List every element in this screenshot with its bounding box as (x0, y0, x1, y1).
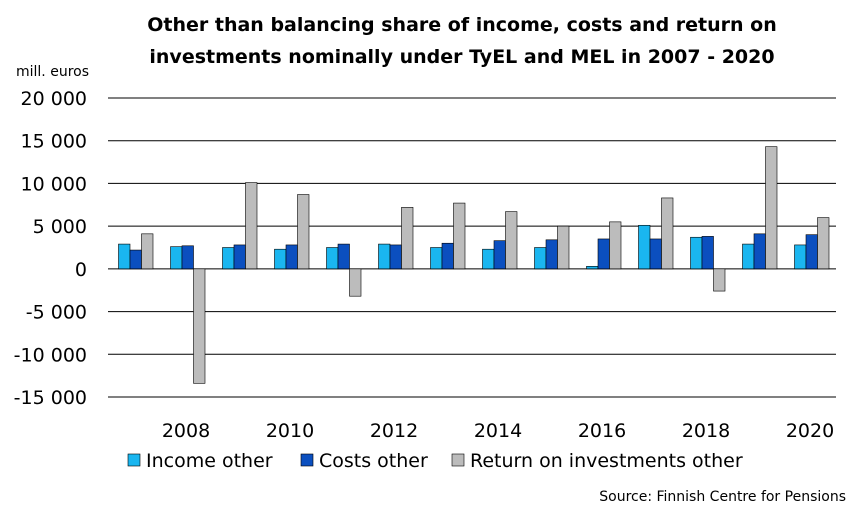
chart-title-line-1: Other than balancing share of income, co… (147, 14, 777, 36)
bar-costs-other-2014 (493, 240, 506, 270)
bar-return-on-investments-other-2007 (141, 233, 154, 270)
x-tick-label: 2014 (474, 420, 522, 442)
bar-costs-other-2020 (805, 234, 818, 270)
bar-income-other-2011 (326, 247, 339, 270)
bar-income-other-2015 (534, 247, 547, 270)
bar-income-other-2020 (794, 244, 807, 270)
bar-return-on-investments-other-2016 (609, 221, 622, 270)
bar-costs-other-2017 (649, 238, 662, 270)
x-tick-label: 2008 (162, 420, 210, 442)
y-tick-label: 10 000 (21, 173, 87, 195)
bar-costs-other-2018 (701, 236, 714, 270)
bar-costs-other-2016 (597, 238, 610, 270)
bar-return-on-investments-other-2010 (297, 194, 310, 270)
legend-swatch (300, 453, 314, 467)
y-axis-ticks: 20 000 15 000 10 000 5 000 0 -5 000 -10 000 -15… (14, 88, 87, 409)
bar-return-on-investments-other-2018 (713, 268, 726, 292)
bar-return-on-investments-other-2008 (193, 268, 206, 384)
x-tick-label: 2012 (370, 420, 418, 442)
bar-costs-other-2008 (181, 245, 194, 270)
y-tick-label: 0 (75, 259, 87, 281)
bar-income-other-2012 (378, 243, 391, 270)
x-tick-label: 2016 (578, 420, 626, 442)
bar-income-other-2018 (690, 236, 703, 270)
chart-title-line-2: investments nominally under TyEL and MEL… (149, 46, 774, 68)
bar-return-on-investments-other-2017 (661, 197, 674, 270)
y-tick-label: -5 000 (26, 302, 87, 324)
y-tick-label: -15 000 (14, 387, 87, 409)
y-tick-label: 15 000 (21, 131, 87, 153)
bar-costs-other-2019 (753, 233, 766, 270)
legend-label: Income other (146, 450, 273, 472)
bar-return-on-investments-other-2009 (245, 182, 258, 270)
bar-return-on-investments-other-2012 (401, 207, 414, 270)
y-tick-label: 20 000 (21, 88, 87, 110)
x-tick-label: 2018 (682, 420, 730, 442)
bar-costs-other-2007 (129, 249, 142, 270)
legend-label: Costs other (319, 450, 428, 472)
bar-return-on-investments-other-2019 (765, 146, 778, 270)
bar-costs-other-2013 (441, 242, 454, 270)
bar-income-other-2016 (586, 265, 599, 270)
bar-income-other-2019 (742, 243, 755, 270)
y-tick-label: -10 000 (14, 344, 87, 366)
bar-income-other-2017 (638, 224, 651, 270)
bar-income-other-2010 (274, 248, 287, 270)
bar-costs-other-2015 (545, 239, 558, 270)
bar-income-other-2009 (222, 247, 235, 270)
y-tick-label: 5 000 (33, 216, 87, 238)
gridlines (108, 97, 836, 398)
bar-income-other-2013 (430, 247, 443, 270)
bars (118, 146, 830, 384)
legend-label: Return on investments other (470, 450, 743, 472)
bar-costs-other-2009 (233, 244, 246, 270)
legend: Income other Costs other Return on investm… (127, 450, 743, 472)
y-axis-unit-label: mill. euros (16, 64, 89, 80)
bar-return-on-investments-other-2015 (557, 225, 570, 270)
bar-income-other-2014 (482, 248, 495, 270)
x-axis-ticks: 2008 2010 2012 2014 2016 2018 2020 (162, 420, 834, 442)
bar-costs-other-2011 (337, 243, 350, 270)
bar-return-on-investments-other-2014 (505, 211, 518, 270)
bar-return-on-investments-other-2011 (349, 268, 362, 297)
bar-costs-other-2010 (285, 244, 298, 270)
bar-income-other-2008 (170, 246, 183, 270)
bar-costs-other-2012 (389, 244, 402, 270)
source-note: Source: Finnish Centre for Pensions (599, 489, 846, 505)
bar-return-on-investments-other-2020 (817, 217, 830, 270)
x-tick-label: 2020 (786, 420, 834, 442)
x-tick-label: 2010 (266, 420, 314, 442)
legend-swatch (451, 453, 465, 467)
bar-return-on-investments-other-2013 (453, 202, 466, 270)
legend-swatch (127, 453, 141, 467)
bar-income-other-2007 (118, 243, 131, 270)
